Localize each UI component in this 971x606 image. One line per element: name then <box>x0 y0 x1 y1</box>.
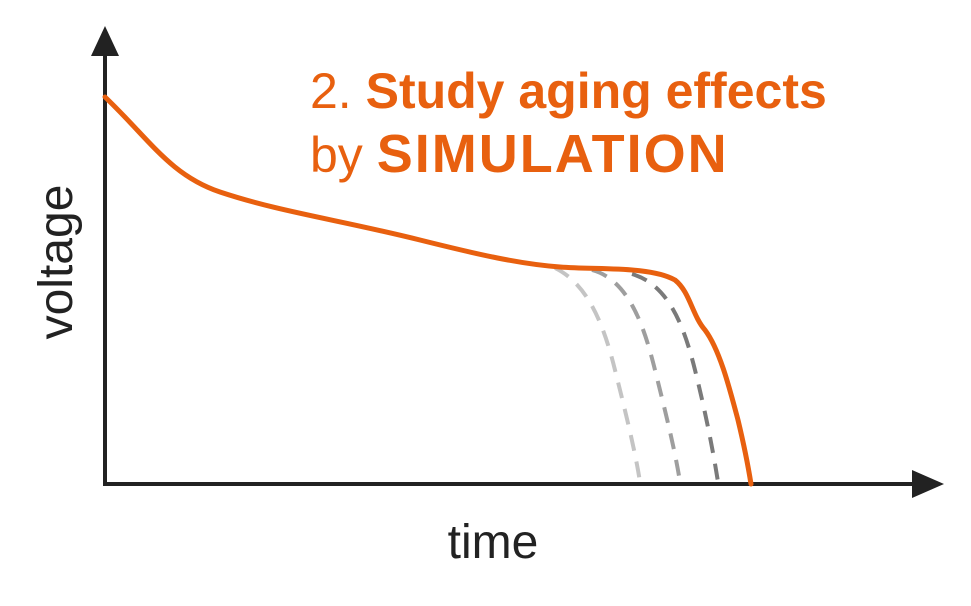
title-prefix-1: 2. <box>310 63 366 119</box>
y-axis-label: voltage <box>30 185 83 340</box>
aged-curve-1 <box>554 266 642 483</box>
title-emphasis-1: Study aging effects <box>366 63 827 119</box>
x-axis-label: time <box>448 516 539 569</box>
aged-curve-3 <box>631 272 720 483</box>
title-line-1: 2. Study aging effects <box>310 63 827 119</box>
title-prefix-2: by <box>310 127 377 183</box>
aged-curve-2 <box>591 268 682 483</box>
main-discharge-curve <box>102 94 754 487</box>
title-emphasis-2: SIMULATION <box>377 124 729 184</box>
title-line-2: by SIMULATION <box>310 124 729 184</box>
x-axis-arrowhead <box>912 470 944 498</box>
y-axis-arrowhead <box>91 26 119 56</box>
